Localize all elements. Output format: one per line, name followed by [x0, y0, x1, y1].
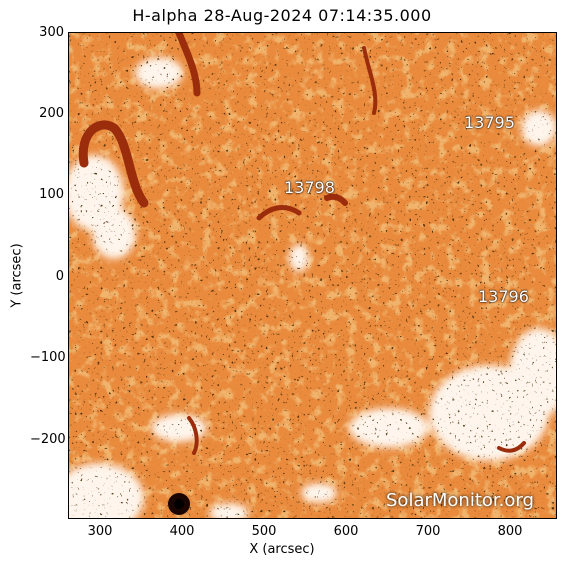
halpha-image-panel [68, 32, 557, 519]
halpha-solar-image [69, 33, 556, 518]
x-axis-title: X (arcsec) [249, 542, 315, 557]
y-tick-label: 100 [39, 187, 64, 202]
region-label-13796: 13796 [478, 287, 529, 306]
y-tick-label: −100 [30, 350, 66, 365]
x-tick-label: 400 [169, 524, 195, 539]
x-tick-label: 700 [415, 524, 441, 539]
y-tick-label: 0 [55, 269, 64, 284]
y-tick-label: 200 [39, 106, 64, 121]
dark-fibril-speckle [69, 33, 556, 518]
filaments [78, 33, 526, 455]
sunspot-umbra [174, 499, 184, 509]
y-tick-label: 300 [39, 25, 64, 40]
x-tick-label: 800 [497, 524, 523, 539]
x-tick-label: 300 [87, 524, 113, 539]
y-axis-title: Y (arcsec) [9, 243, 25, 308]
y-tick-label: −200 [30, 432, 66, 447]
solarmonitor-watermark: SolarMonitor.org [386, 490, 534, 511]
plot-title: H-alpha 28-Aug-2024 07:14:35.000 [132, 6, 432, 25]
x-tick-label: 500 [251, 524, 277, 539]
region-label-13795: 13795 [464, 113, 515, 132]
x-tick-label: 600 [333, 524, 359, 539]
region-label-13798: 13798 [284, 178, 335, 197]
